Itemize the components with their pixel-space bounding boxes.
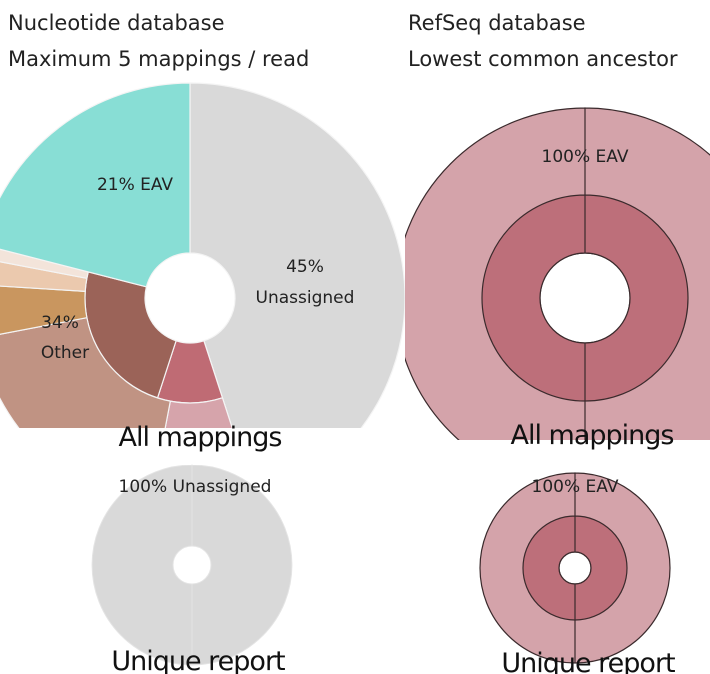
column-title: RefSeq database <box>408 11 586 35</box>
value-label: 100% <box>119 477 168 497</box>
chart-caption: Unique report <box>501 648 675 674</box>
segment <box>479 472 671 664</box>
value-label: 21% <box>97 175 135 195</box>
segment-label: 100% EAV <box>542 147 629 167</box>
sub-segment <box>522 515 628 621</box>
value-label: 100% <box>542 147 591 167</box>
category-label: EAV <box>586 477 619 497</box>
category-label: EAV <box>140 175 173 195</box>
sunburst <box>91 464 293 666</box>
segment <box>189 82 405 428</box>
segment-label: 100% EAV <box>532 477 619 497</box>
segment <box>0 82 191 288</box>
sunburst <box>479 472 671 664</box>
column-subtitle: Maximum 5 mappings / read <box>8 47 309 71</box>
category-label: Other <box>41 343 89 363</box>
sunburst <box>405 107 710 440</box>
column-title: Nucleotide database <box>8 11 225 35</box>
chart-caption: All mappings <box>119 422 282 453</box>
sunburst <box>0 82 405 428</box>
chart-caption: Unique report <box>111 646 285 674</box>
category-label: EAV <box>596 147 629 167</box>
value-label: 34% <box>41 313 79 333</box>
category-label: Unassigned <box>173 477 272 497</box>
segment <box>91 464 293 666</box>
sub-segment <box>164 397 233 428</box>
sub-segment <box>481 194 689 402</box>
chart-caption: All mappings <box>511 420 674 451</box>
column-subtitle: Lowest common ancestor <box>408 47 678 71</box>
value-label: 100% <box>532 477 581 497</box>
segment-label: 100% Unassigned <box>119 477 272 497</box>
value-label: 45% <box>286 257 324 277</box>
category-label: Unassigned <box>256 288 355 308</box>
sub-segment <box>0 316 172 428</box>
segment-label: 21% EAV <box>97 175 173 195</box>
